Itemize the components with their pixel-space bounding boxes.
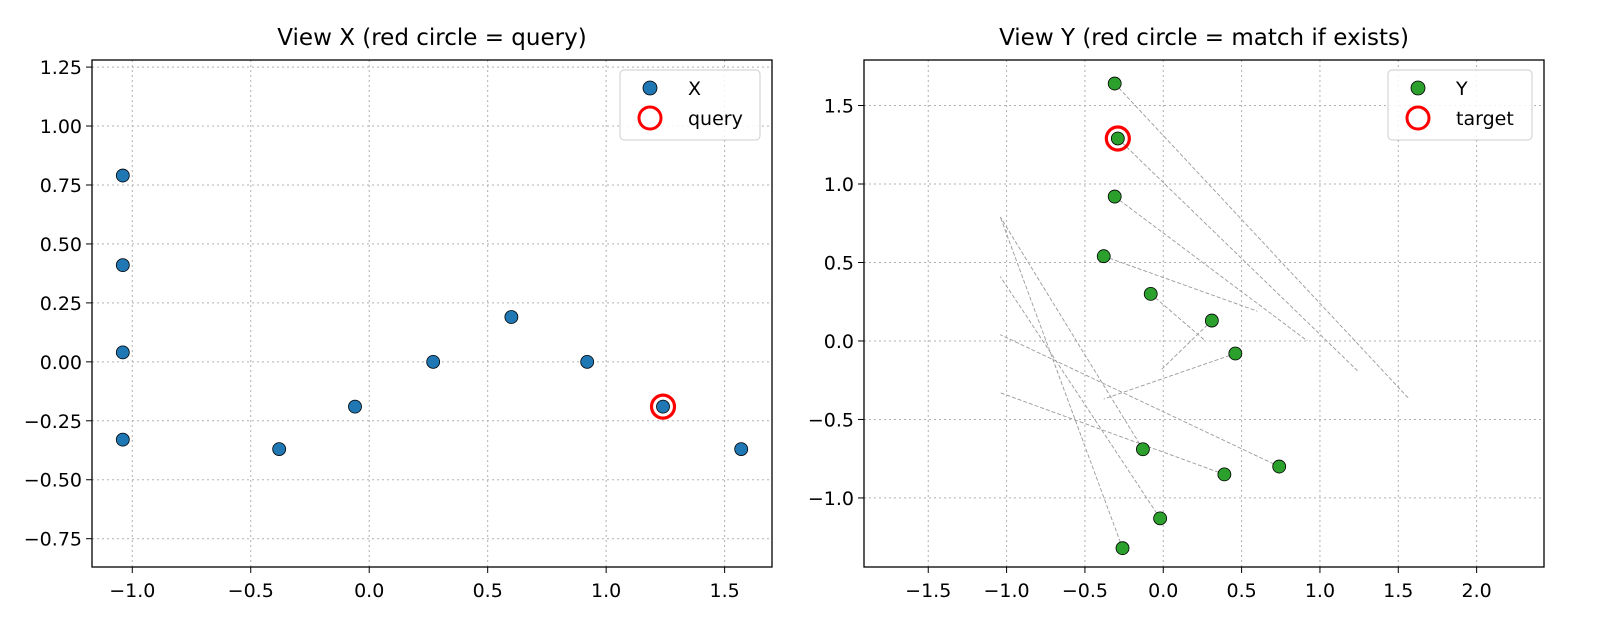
y-tick-label: 0.25: [40, 293, 82, 315]
x-tick-label: −0.5: [228, 580, 274, 602]
x-tick-label: 2.0: [1462, 580, 1492, 602]
connection-line: [999, 276, 1161, 519]
legend-label-target: target: [1456, 108, 1514, 130]
legend-label-Y: Y: [1455, 78, 1468, 100]
X-point: [580, 354, 595, 369]
panel-view-x: View X (red circle = query) −1.0 −0.5 0.0 0…: [24, 25, 773, 602]
x-tick-label: −1.0: [109, 580, 155, 602]
X-point: [348, 399, 362, 414]
Y-point: [1228, 346, 1243, 361]
legend-marker-Y: [1410, 80, 1426, 96]
Y-point: [1153, 511, 1168, 526]
y-tick-label: 1.5: [824, 96, 854, 118]
x-tick-label: 1.5: [710, 580, 740, 602]
y-tick-label: 0.00: [40, 352, 82, 374]
Y-point: [1135, 442, 1150, 457]
y-tick-label: 0.0: [824, 331, 854, 353]
x-tick-label: −0.5: [1062, 580, 1108, 602]
X-point: [115, 432, 130, 447]
Y-point: [1110, 131, 1125, 146]
Y-point: [1143, 286, 1158, 301]
panel-title-view-y: View Y (red circle = match if exists): [999, 25, 1409, 51]
connection-line: [1114, 83, 1410, 400]
X-point: [504, 310, 519, 324]
connection-line: [1150, 293, 1206, 342]
x-tick-label: 1.0: [591, 580, 621, 602]
legend-marker-target: [1405, 105, 1431, 131]
Y-point: [1115, 541, 1130, 556]
y-tick-label: 0.75: [40, 175, 82, 197]
connection-line: [1117, 138, 1358, 372]
legend-label-query: query: [688, 108, 743, 130]
x-tick-label: −1.0: [984, 580, 1030, 602]
connection-line: [999, 216, 1123, 549]
Y-point: [1204, 313, 1219, 328]
query-marker-ring: [649, 393, 677, 420]
X-point: [272, 442, 287, 456]
connection-line: [1000, 392, 1225, 475]
y-tick-label: 1.00: [40, 116, 82, 138]
X-point: [656, 399, 670, 414]
y-tick-label: −0.75: [24, 529, 82, 551]
y-tick-label: −0.50: [24, 470, 82, 492]
X-point: [115, 345, 130, 360]
connection-line: [1000, 334, 1280, 467]
x-tick-label: 1.0: [1305, 580, 1335, 602]
Y-point: [1107, 189, 1122, 204]
y-tick-label: 1.25: [40, 57, 82, 79]
y-tick-label: −0.25: [24, 411, 82, 433]
panel-view-y: View Y (red circle = match if exists) −1…: [808, 25, 1545, 602]
x-tick-label: −1.5: [905, 580, 951, 602]
Y-point: [1096, 249, 1111, 264]
X-point: [115, 168, 130, 183]
axes-frame: [863, 59, 1545, 568]
legend-label-X: X: [688, 78, 701, 100]
connection-line: [1114, 196, 1308, 342]
x-tick-label: 0.5: [473, 580, 503, 602]
Y-point: [1272, 459, 1287, 474]
y-tick-label: 0.50: [40, 234, 82, 256]
target-marker-ring: [1104, 125, 1131, 152]
x-tick-label: 0.0: [1148, 580, 1178, 602]
x-tick-label: 0.0: [354, 580, 384, 602]
X-point: [426, 354, 441, 369]
X-point: [734, 442, 749, 456]
y-tick-label: 1.0: [824, 174, 854, 196]
X-point: [115, 258, 130, 273]
y-tick-label: −1.0: [808, 488, 854, 510]
legend-marker-X: [642, 80, 658, 96]
connection-line: [1103, 255, 1258, 312]
connection-line: [1159, 320, 1213, 372]
x-tick-label: 1.5: [1383, 580, 1413, 602]
y-tick-label: 0.5: [824, 252, 854, 274]
Y-point: [1107, 76, 1122, 91]
Y-point: [1217, 467, 1232, 482]
panel-title-view-x: View X (red circle = query): [277, 25, 586, 51]
legend-marker-query: [637, 105, 663, 131]
connection-line: [1103, 353, 1236, 400]
connection-line: [999, 216, 1144, 450]
x-tick-label: 0.5: [1226, 580, 1256, 602]
axes-frame: [91, 59, 773, 568]
y-tick-label: −0.5: [808, 409, 854, 431]
